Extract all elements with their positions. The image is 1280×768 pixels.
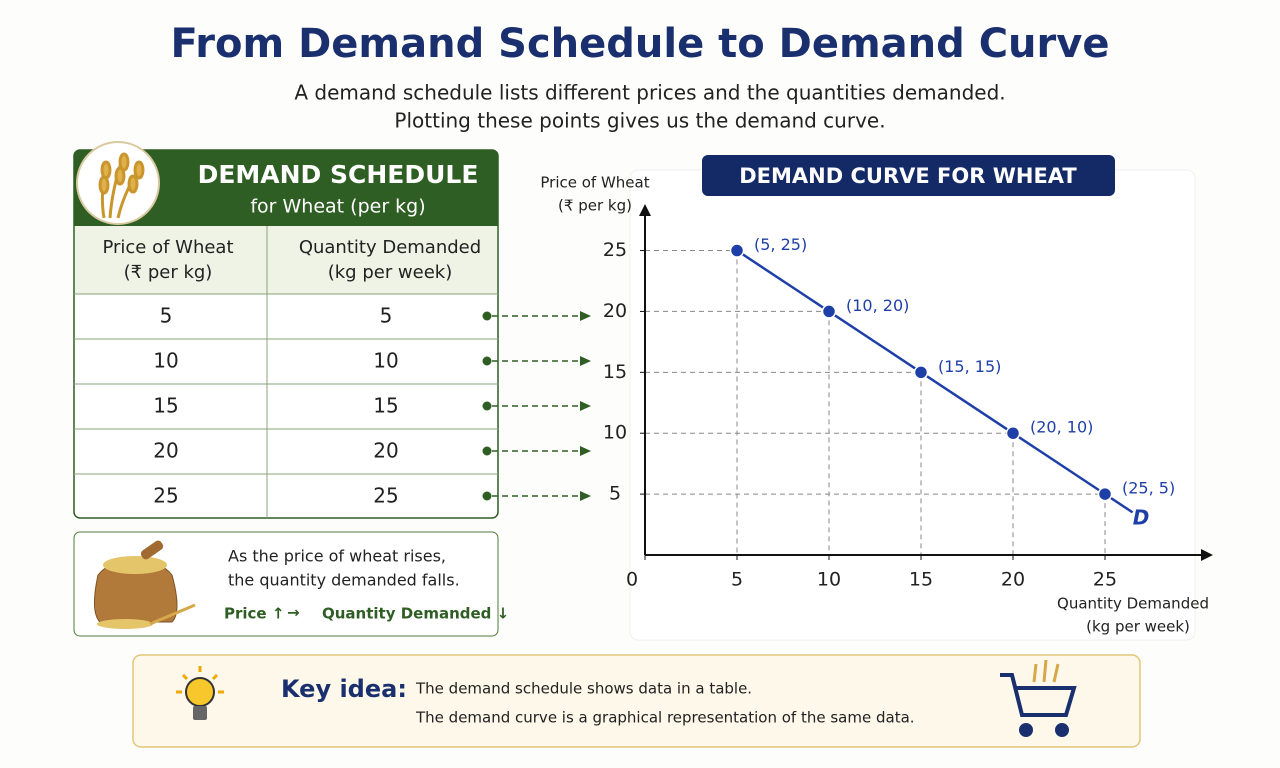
cart-icon [1000,659,1077,737]
data-point [821,304,837,319]
chart-title-box [702,155,1115,196]
connector-dot [482,491,492,501]
x-axis-label: (kg per week) [1086,618,1190,636]
table-cell: 20 [373,439,398,463]
key-idea-text: The demand schedule shows data in a tabl… [415,680,752,698]
note-rule: Price ↑ [224,605,284,623]
sack-icon [94,540,196,629]
x-tick-label: 10 [817,569,841,591]
column-header: (kg per week) [328,262,453,283]
point-label: (10, 20) [846,296,909,315]
table-header-band [74,150,498,226]
data-point [729,243,745,258]
connector-arrowhead [580,446,591,456]
wheat-icon [98,152,145,219]
point-label: (15, 15) [938,357,1001,376]
column-header: (₹ per kg) [124,262,213,283]
table-cell: 20 [153,439,178,463]
column-header-band [75,226,497,294]
y-tick-label: 25 [603,239,627,261]
data-point [913,365,929,380]
table-subtitle: for Wheat (per kg) [250,196,425,218]
page-subtitle: A demand schedule lists different prices… [294,81,1005,105]
y-tick-label: 15 [603,361,627,383]
note-rule: → [287,604,300,622]
connector-dot [482,311,492,321]
column-header: Price of Wheat [102,237,233,258]
table-title: DEMAND SCHEDULE [198,160,479,189]
connector-dot [482,446,492,456]
table-cell: 5 [380,304,393,328]
table-cell: 25 [153,484,178,508]
page-title: From Demand Schedule to Demand Curve [171,21,1110,67]
schedule-table: DEMAND SCHEDULE for Wheat (per kg) Price… [73,141,591,519]
key-idea-text: The demand curve is a graphical represen… [415,709,915,727]
connector-dot [482,356,492,366]
point-label: (25, 5) [1122,479,1175,498]
page-subtitle: Plotting these points gives us the deman… [394,109,885,133]
x-tick-label: 20 [1001,569,1025,591]
connector-arrowhead [580,356,591,366]
curve-label: D [1133,506,1150,530]
y-axis-arrow [639,204,651,216]
y-axis-label: Price of Wheat [540,174,649,192]
x-tick-label: 5 [731,569,743,591]
y-tick-label: 5 [609,483,621,505]
table-cell: 25 [373,484,398,508]
connector-dot [482,401,492,411]
y-axis-label: (₹ per kg) [558,197,632,215]
data-point [1097,486,1113,502]
note-text: As the price of wheat rises, [228,547,446,566]
key-idea-box [132,654,1141,748]
table-cell: 15 [153,394,178,418]
point-label: (5, 25) [754,235,807,254]
key-idea-label: Key idea: [281,675,407,703]
x-tick-label: 15 [909,569,933,591]
note-text: the quantity demanded falls. [228,571,460,590]
table-cell: 5 [160,304,173,328]
x-tick-label: 0 [626,569,638,591]
column-header: Quantity Demanded [299,237,481,258]
connector-arrowhead [580,401,591,411]
note-rule: Quantity Demanded ↓ [322,605,509,623]
x-axis-label: Quantity Demanded [1057,595,1209,613]
point-label: (20, 10) [1030,418,1093,437]
table-cell: 15 [373,394,398,418]
table-cell: 10 [153,349,178,373]
table-cell: 10 [373,349,398,373]
connector-arrowhead [580,311,591,321]
y-tick-label: 10 [603,422,627,444]
connector-arrowhead [580,491,591,501]
x-axis-arrow [1201,549,1213,561]
y-tick-label: 20 [603,300,627,322]
data-point [1005,425,1021,441]
x-tick-label: 25 [1093,569,1117,591]
bulb-icon [176,666,224,720]
chart-title: DEMAND CURVE FOR WHEAT [739,164,1077,188]
